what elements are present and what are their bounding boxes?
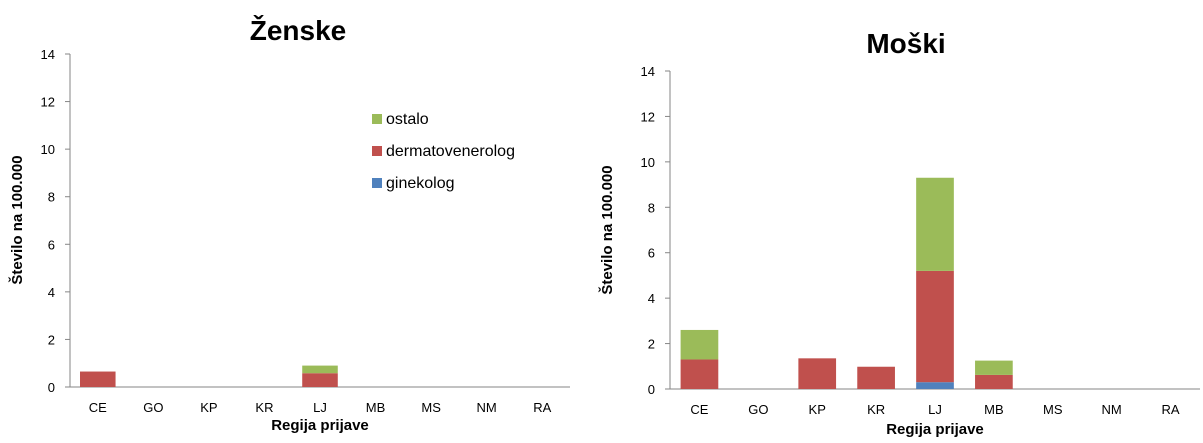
bar-dermatovenerolog-CE: [80, 371, 116, 387]
x-tick-label: GO: [143, 400, 163, 415]
legend-label-dermatovenerolog: dermatovenerolog: [386, 143, 515, 160]
bar-dermatovenerolog-KP: [798, 358, 837, 389]
x-tick-label: MS: [421, 400, 441, 415]
y-tick-label: 14: [41, 47, 55, 62]
y-tick-label: 6: [648, 246, 655, 261]
y-tick-label: 2: [648, 337, 655, 352]
bar-ostalo-LJ: [302, 365, 338, 374]
bar-dermatovenerolog-LJ: [302, 373, 338, 387]
x-tick-label: KP: [200, 400, 217, 415]
y-tick-label: 8: [648, 200, 655, 215]
y-tick-label: 10: [641, 155, 655, 170]
bar-dermatovenerolog-LJ: [916, 270, 954, 383]
x-tick-label: GO: [748, 402, 768, 417]
x-tick-label: RA: [1162, 402, 1180, 417]
x-axis-label: Regija prijave: [271, 417, 369, 434]
chart-title: Ženske: [250, 15, 347, 46]
bar-dermatovenerolog-MB: [975, 374, 1013, 389]
y-tick-label: 4: [48, 285, 55, 300]
legend-swatch-ginekolog: [372, 178, 382, 188]
y-tick-label: 0: [648, 382, 655, 397]
y-tick-label: 12: [641, 109, 655, 124]
y-tick-label: 0: [48, 380, 55, 395]
x-axis-label: Regija prijave: [886, 421, 984, 438]
x-tick-label: RA: [533, 400, 551, 415]
y-tick-label: 10: [41, 142, 55, 157]
x-tick-label: MB: [366, 400, 386, 415]
y-axis-label: Število na 100.000: [8, 155, 26, 284]
x-tick-label: MB: [984, 402, 1004, 417]
y-tick-label: 6: [48, 237, 55, 252]
legend-swatch-dermatovenerolog: [372, 146, 382, 156]
chart-moski: Moški 0 2 4 6 8 10 12 14 CE GO KP KR LJ MB MS NM RA Regija…: [598, 28, 1200, 438]
x-tick-label: KR: [867, 402, 885, 417]
bar-ginekolog-LJ: [916, 382, 954, 389]
y-axis-label: Število na 100.000: [598, 165, 616, 294]
legend-label-ostalo: ostalo: [386, 111, 429, 128]
y-tick-label: 4: [648, 291, 655, 306]
x-tick-label: NM: [1102, 402, 1122, 417]
bar-dermatovenerolog-CE: [680, 359, 719, 389]
x-tick-label: MS: [1043, 402, 1063, 417]
chart-zenske: Ženske 0 2 4 6 8 10 12 14 CE GO KP KR LJ MB MS NM RA Regij…: [8, 15, 570, 434]
x-tick-label: KP: [809, 402, 826, 417]
y-tick-label: 14: [641, 64, 655, 79]
bar-ostalo-LJ: [916, 177, 954, 271]
x-tick-label: LJ: [313, 400, 327, 415]
y-tick-label: 8: [48, 190, 55, 205]
bar-ostalo-MB: [975, 360, 1013, 375]
y-tick-label: 12: [41, 95, 55, 110]
legend-label-ginekolog: ginekolog: [386, 175, 455, 192]
bar-dermatovenerolog-KR: [857, 366, 895, 389]
x-tick-label: NM: [477, 400, 497, 415]
legend-swatch-ostalo: [372, 114, 382, 124]
bar-ostalo-CE: [680, 329, 719, 360]
y-tick-label: 2: [48, 332, 55, 347]
x-tick-label: LJ: [928, 402, 942, 417]
x-tick-label: CE: [690, 402, 708, 417]
chart-title: Moški: [866, 28, 945, 59]
x-tick-label: KR: [255, 400, 273, 415]
x-tick-label: CE: [89, 400, 107, 415]
